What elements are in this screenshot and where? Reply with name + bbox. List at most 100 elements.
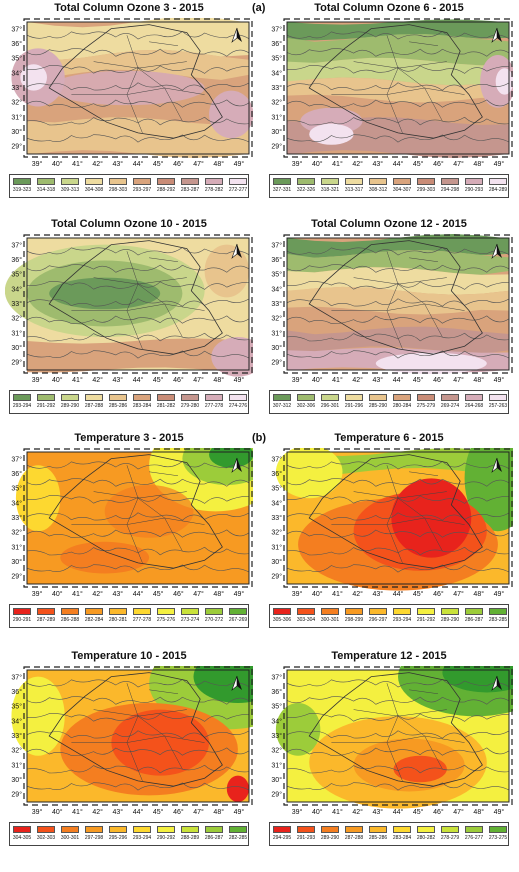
country-border: [308, 240, 483, 355]
legend-swatch: [133, 394, 151, 401]
legend-item: 291-296: [342, 391, 366, 415]
x-tick-label: 39°: [32, 808, 43, 816]
contour-line: [286, 99, 510, 108]
north-arrow-icon: [497, 244, 502, 258]
legend-label: 307-312: [272, 403, 292, 409]
legend-swatch: [489, 608, 507, 615]
legend-label: 304-307: [392, 187, 412, 193]
legend-swatch: [345, 178, 363, 185]
contour-line: [286, 764, 510, 774]
x-tick-label: 45°: [413, 160, 424, 168]
map-frame: [286, 451, 510, 585]
ozone-zone: [495, 68, 513, 95]
panel-title: Total Column Ozone 12 - 2015: [311, 218, 467, 230]
legend-swatch: [85, 394, 103, 401]
legend-swatch: [181, 394, 199, 401]
legend-item: 281-282: [154, 391, 178, 415]
legend-swatch: [181, 826, 199, 833]
x-tick-label: 44°: [393, 376, 404, 384]
legend-swatch: [489, 394, 507, 401]
x-tick-label: 48°: [213, 160, 224, 168]
x-tick-label: 48°: [213, 808, 224, 816]
legend-swatch: [109, 608, 127, 615]
legend-label: 308-312: [368, 187, 388, 193]
province-border: [409, 471, 438, 477]
province-border: [149, 257, 178, 263]
legend-item: 287-288: [342, 823, 366, 847]
province-border: [126, 284, 143, 349]
legend-swatch: [345, 826, 363, 833]
y-tick-label: 31°: [11, 329, 22, 337]
graticule-border: [23, 18, 253, 158]
map-area: 39° 40° 41° 42° 43° 44° 45° 46° 47° 48° 49° 37° 36° 3…: [5, 18, 253, 170]
x-tick-label: 42°: [92, 590, 103, 598]
legend-swatch: [37, 826, 55, 833]
contour-line: [286, 747, 510, 756]
temp-zone: [111, 709, 210, 776]
x-tick-label: 46°: [433, 376, 444, 384]
legend-item: 283-284: [130, 391, 154, 415]
legend-label: 319-323: [12, 187, 32, 193]
contour-line: [26, 264, 250, 273]
legend-label: 302-303: [36, 835, 56, 841]
y-tick-label: 32°: [271, 99, 282, 107]
x-tick-label: 46°: [173, 590, 184, 598]
x-tick-label: 49°: [494, 376, 505, 384]
panel-title: Total Column Ozone 10 - 2015: [51, 218, 207, 230]
legend-swatch: [369, 394, 387, 401]
legend-label: 290-291: [12, 617, 32, 623]
legend-label: 275-279: [416, 403, 436, 409]
legend-swatch: [13, 826, 31, 833]
legend-swatch: [61, 608, 79, 615]
y-tick-label: 36°: [271, 40, 282, 48]
x-tick-label: 42°: [352, 376, 363, 384]
legend-swatch: [85, 826, 103, 833]
y-tick-label: 33°: [271, 84, 282, 92]
map-frame: [286, 237, 510, 371]
legend-item: 305-306: [270, 605, 294, 629]
x-tick-label: 46°: [433, 590, 444, 598]
contour-line: [26, 713, 250, 722]
legend-swatch: [205, 178, 223, 185]
ozone-band: [287, 57, 509, 86]
legend-swatch: [181, 608, 199, 615]
x-tick-label: 43°: [373, 160, 384, 168]
x-tick-label: 47°: [193, 376, 204, 384]
x-tick-label: 43°: [113, 590, 124, 598]
legend-swatch: [321, 178, 339, 185]
legend-swatch: [229, 394, 247, 401]
legend-label: 277-278: [132, 617, 152, 623]
temp-zone: [226, 775, 249, 802]
legend-label: 277-278: [204, 403, 224, 409]
x-tick-label: 40°: [312, 590, 323, 598]
panel-title: Temperature 12 - 2015: [331, 650, 447, 662]
x-tick-label: 48°: [213, 376, 224, 384]
map-svg: 39° 40° 41° 42° 43° 44° 45° 46° 47° 48° 49° 37° 36° 3…: [271, 666, 513, 816]
contour-line: [286, 247, 510, 256]
y-tick-label: 35°: [271, 271, 282, 279]
legend-label: 275-276: [156, 617, 176, 623]
country-border: [308, 24, 483, 139]
legend-label: 281-282: [156, 403, 176, 409]
x-tick-label: 39°: [292, 376, 303, 384]
x-tick-label: 49°: [234, 160, 245, 168]
north-arrow-outline: [231, 457, 238, 473]
province-border: [424, 303, 465, 311]
province-border: [149, 689, 178, 695]
legend-label: 276-277: [464, 835, 484, 841]
ozone-zone: [211, 337, 253, 377]
temp-zone: [15, 465, 61, 532]
x-tick-label: 47°: [193, 590, 204, 598]
contour-line: [26, 65, 250, 74]
y-tick-label: 34°: [11, 285, 22, 293]
legend-label: 278-282: [204, 187, 224, 193]
legend-swatch: [37, 178, 55, 185]
legend-item: 291-292: [34, 391, 58, 415]
x-tick-label: 44°: [393, 590, 404, 598]
y-tick-label: 30°: [11, 344, 22, 352]
x-tick-label: 42°: [352, 160, 363, 168]
ozone-band: [287, 77, 509, 103]
legend-swatch: [109, 394, 127, 401]
province-border: [93, 61, 187, 69]
x-tick-label: 41°: [72, 376, 83, 384]
